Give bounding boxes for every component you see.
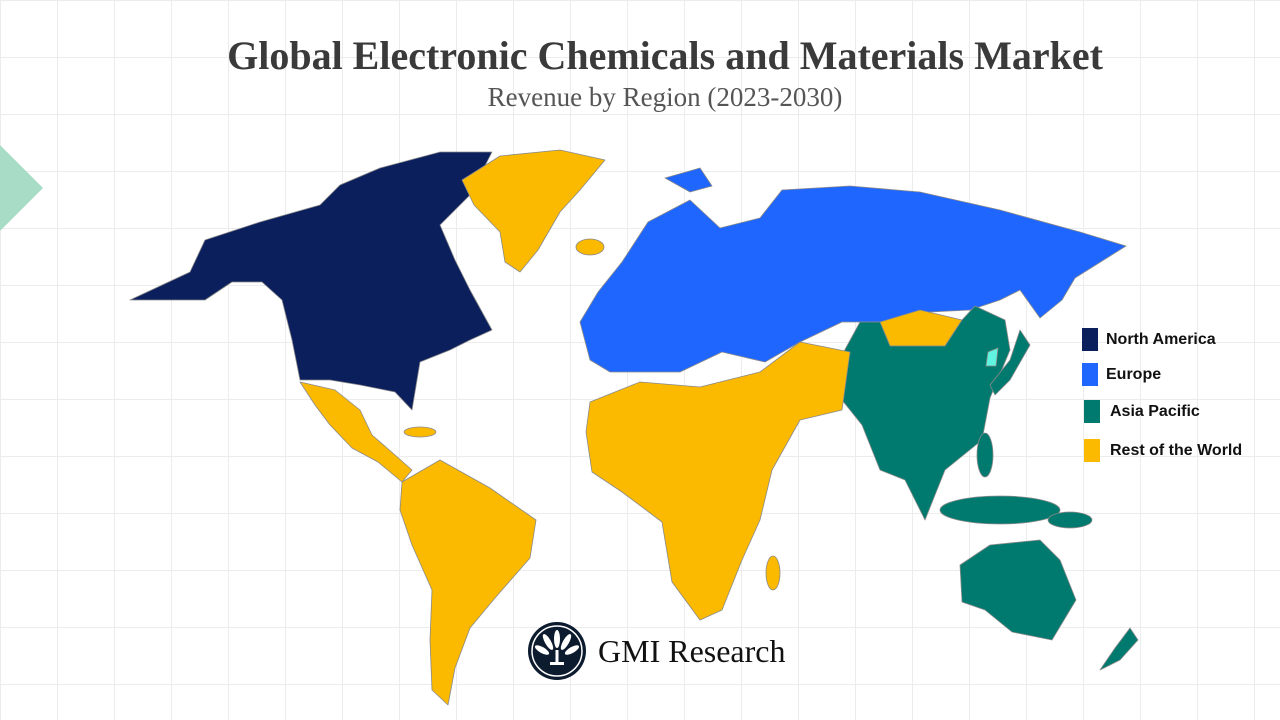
region-papua: [1047, 511, 1093, 529]
page-subtitle: Revenue by Region (2023-2030): [487, 82, 843, 112]
region-europe: [579, 185, 1127, 373]
peacock-fan-logo-icon: [528, 622, 586, 680]
legend-swatch: [1084, 400, 1100, 423]
decorative-triangle: [0, 145, 43, 231]
region-philippines: [976, 432, 994, 478]
region-madagascar: [765, 555, 781, 591]
legend-label: North America: [1106, 330, 1216, 348]
legend-label: Rest of the World: [1110, 441, 1243, 459]
region-japan: [989, 329, 1031, 396]
logo-text: GMI Research: [598, 632, 786, 669]
region-iceland: [575, 238, 605, 256]
region-new-zealand: [1099, 627, 1139, 671]
legend-item-asia-pacific: Asia Pacific: [1084, 400, 1200, 423]
region-central-america: [299, 381, 413, 483]
region-korea: [985, 347, 999, 367]
region-north-america: [129, 151, 493, 411]
region-africa-middle-east: [585, 341, 851, 621]
legend-swatch: [1082, 328, 1098, 351]
legend-item-europe: Europe: [1082, 363, 1161, 386]
gmi-logo: GMI Research: [528, 622, 785, 680]
legend-label: Asia Pacific: [1110, 402, 1200, 420]
legend-swatch: [1082, 363, 1098, 386]
region-australia: [959, 539, 1077, 641]
legend-item-north-america: North America: [1082, 328, 1216, 351]
region-scandinavia-arctic: [664, 167, 713, 193]
region-indonesia: [939, 495, 1061, 525]
region-caribbean: [403, 426, 437, 438]
region-south-america: [399, 459, 537, 706]
page-title: Global Electronic Chemicals and Material…: [227, 33, 1103, 78]
legend-swatch: [1084, 439, 1100, 462]
legend-label: Europe: [1106, 365, 1162, 383]
region-asia-pacific: [841, 305, 1011, 521]
region-greenland: [461, 149, 606, 273]
legend-item-rest-of-world: Rest of the World: [1084, 439, 1242, 462]
